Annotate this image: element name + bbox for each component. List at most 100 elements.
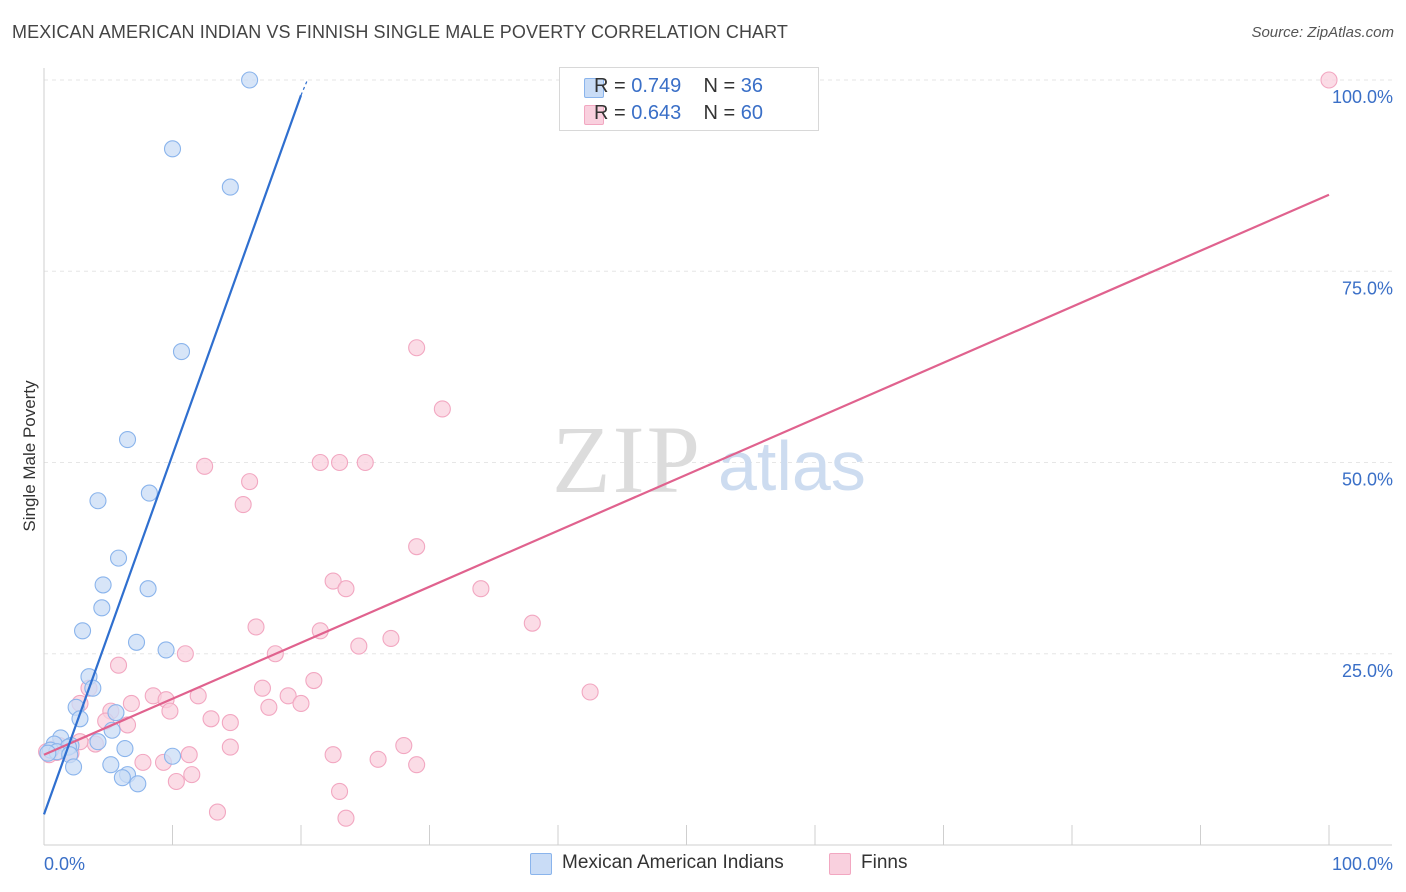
point-finns — [208, 803, 227, 821]
y-tick-label: 50.0% — [1342, 470, 1393, 490]
point-mexican-american-indians — [129, 775, 147, 793]
point-finns — [234, 496, 252, 514]
point-finns — [330, 782, 349, 801]
chart-title: MEXICAN AMERICAN INDIAN VS FINNISH SINGL… — [12, 22, 789, 42]
point-finns — [581, 683, 599, 701]
point-finns — [196, 457, 214, 475]
y-tick-label: 25.0% — [1342, 661, 1393, 681]
point-mexican-american-indians — [93, 599, 111, 617]
point-finns — [260, 698, 278, 716]
point-finns — [337, 809, 355, 827]
x-tick-labels: 0.0% 100.0% — [44, 854, 1393, 874]
point-finns — [221, 714, 239, 732]
point-finns — [356, 453, 374, 472]
watermark-atlas: atlas — [718, 427, 866, 505]
point-finns — [202, 710, 220, 728]
y-tick-labels: 25.0% 50.0% 75.0% 100.0% — [1332, 87, 1393, 681]
axes — [43, 68, 1392, 846]
legend-r-value-2: 0.643 — [631, 102, 682, 124]
point-finns — [433, 400, 451, 418]
point-finns — [167, 772, 185, 791]
point-mexican-american-indians — [163, 140, 182, 158]
bottom-legend-label-2: Finns — [861, 852, 908, 873]
y-axis-label: Single Male Poverty — [20, 380, 39, 532]
point-mexican-american-indians — [102, 756, 120, 774]
point-mexican-american-indians — [65, 758, 83, 776]
point-mexican-american-indians — [172, 343, 191, 361]
point-finns — [134, 753, 152, 771]
legend-n-value-1: 36 — [740, 75, 764, 97]
point-mexican-american-indians — [89, 733, 107, 751]
point-mexican-american-indians — [241, 71, 259, 89]
legend-r-value-1: 0.749 — [631, 75, 682, 97]
point-mexican-american-indians — [89, 492, 107, 510]
point-finns — [408, 756, 426, 774]
point-finns — [305, 671, 323, 690]
legend: R = 0.749 N = 36 R = 0.643 N = 60 — [559, 67, 819, 131]
bottom-legend-swatch-blue — [530, 853, 552, 875]
x-tick-label-max: 100.0% — [1332, 854, 1393, 874]
point-finns — [180, 746, 198, 764]
point-finns — [337, 580, 355, 598]
trend-line-finns — [43, 193, 1330, 756]
point-finns — [324, 746, 342, 764]
point-mexican-american-indians — [107, 704, 125, 722]
legend-row-mexican-american-indians: R = 0.749 N = 36 — [584, 75, 763, 98]
point-mexican-american-indians — [163, 747, 182, 765]
point-finns — [183, 766, 201, 784]
legend-n-label: N = — [703, 102, 736, 124]
legend-r-label: R = — [594, 102, 626, 124]
point-finns — [408, 339, 426, 357]
y-tick-label: 100.0% — [1332, 87, 1393, 107]
point-finns — [350, 637, 368, 655]
point-finns — [279, 687, 297, 705]
point-finns — [408, 538, 426, 556]
point-mexican-american-indians — [221, 178, 239, 196]
point-finns — [311, 453, 329, 472]
point-mexican-american-indians — [109, 549, 128, 567]
legend-row-finns: R = 0.643 N = 60 — [584, 102, 763, 125]
point-finns — [324, 572, 342, 590]
point-finns — [1320, 71, 1338, 89]
y-tick-label: 75.0% — [1342, 278, 1393, 298]
point-mexican-american-indians — [74, 622, 92, 640]
trend-line-mexican-american-indians — [42, 94, 303, 815]
point-finns — [109, 656, 128, 674]
point-finns — [292, 694, 310, 713]
point-finns — [176, 645, 194, 663]
x-tick-marks — [172, 825, 1330, 845]
point-mexican-american-indians — [127, 633, 146, 651]
series-mexican-american-indians-points — [39, 71, 259, 793]
x-tick-label-min: 0.0% — [44, 854, 85, 874]
trend-lines — [42, 79, 1330, 815]
point-mexican-american-indians — [113, 769, 131, 787]
bottom-legend-mexican-american-indians: Mexican American Indians — [530, 852, 784, 875]
trend-line-extension — [300, 79, 308, 96]
point-mexican-american-indians — [94, 576, 112, 594]
point-mexican-american-indians — [139, 580, 157, 598]
source-label: Source: ZipAtlas.com — [1251, 24, 1394, 41]
grid-lines — [44, 79, 1392, 655]
point-finns — [382, 629, 400, 648]
bottom-legend-swatch-pink — [829, 853, 851, 875]
legend-r-label: R = — [594, 75, 626, 97]
point-finns — [241, 473, 259, 491]
point-finns — [161, 702, 179, 720]
point-mexican-american-indians — [116, 740, 134, 758]
point-finns — [253, 679, 272, 697]
watermark-zip: ZIP — [552, 406, 702, 513]
point-mexican-american-indians — [118, 430, 137, 449]
bottom-legend-label-1: Mexican American Indians — [562, 852, 784, 873]
point-finns — [523, 614, 541, 632]
point-finns — [330, 453, 349, 472]
point-finns — [122, 694, 140, 713]
point-finns — [472, 580, 490, 598]
point-mexican-american-indians — [157, 641, 175, 659]
legend-swatch-blue — [584, 78, 604, 98]
legend-swatch-pink — [584, 105, 604, 125]
point-finns — [247, 618, 265, 636]
watermark: ZIP atlas — [552, 406, 866, 513]
legend-n-value-2: 60 — [740, 102, 764, 124]
legend-n-label: N = — [703, 75, 736, 97]
